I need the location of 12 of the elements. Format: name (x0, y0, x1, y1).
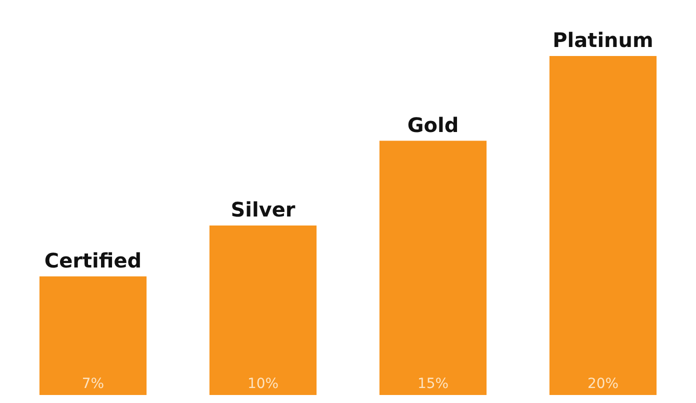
bar (549, 56, 657, 395)
x-tick-label: Silver (230, 198, 296, 222)
bar (209, 226, 317, 395)
bar (379, 140, 487, 395)
x-tick-label: Gold (407, 112, 459, 137)
data-label: 20% (587, 376, 619, 392)
data-label: 15% (417, 376, 449, 392)
x-tick-label: Platinum (552, 28, 654, 52)
data-label: 7% (82, 376, 104, 392)
data-label: 10% (247, 376, 279, 392)
x-tick-label: Certified (44, 248, 142, 272)
bar (39, 276, 147, 395)
